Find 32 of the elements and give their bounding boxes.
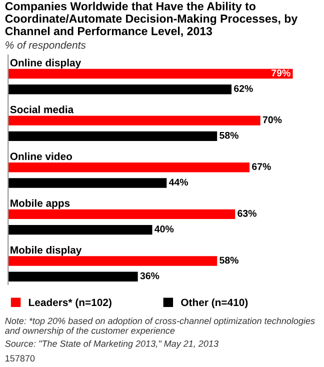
bar: [8, 84, 232, 94]
data-label: 63%: [238, 210, 256, 217]
data-label: 58%: [220, 132, 238, 139]
bar: [8, 256, 218, 266]
data-label: 70%: [262, 116, 282, 124]
legend-label: Other (n=410): [181, 298, 248, 308]
bar: [8, 162, 250, 172]
bar: [8, 178, 167, 188]
y-tick-label: Mobile apps: [10, 199, 70, 209]
data-label: 58%: [220, 256, 238, 264]
y-tick-label: Social media: [10, 106, 74, 114]
text: 157870: [6, 355, 35, 362]
y-tick-label: Online display: [10, 58, 82, 68]
data-label: 44%: [168, 178, 188, 186]
legend-label: Leaders* (n=102): [28, 298, 112, 308]
data-label: 79%: [272, 70, 290, 76]
bar: [8, 272, 138, 282]
bar: [8, 209, 236, 220]
y-tick-label: Online video: [10, 152, 72, 160]
y-tick-label: Mobile display: [10, 246, 82, 256]
data-label: 67%: [252, 163, 271, 170]
bar: [8, 68, 293, 79]
data-label: 62%: [234, 85, 253, 92]
source-note: Source: "The State of Marketing 2013," May 21, 2013: [5, 340, 218, 349]
data-label: 40%: [154, 226, 174, 232]
chart-subtitle: % of respondents: [6, 41, 86, 51]
data-label: 36%: [140, 272, 160, 280]
bar: [8, 131, 218, 142]
text: Note: *top 20% based on adoption of cross-channel optimization technologies and ownership of the customer experience: [5, 317, 315, 336]
bar: [8, 116, 260, 126]
bar: [8, 224, 152, 235]
chart-title: Companies Worldwide that Have the Ability to Coordinate/Automate Decision-Making Processes, by Channel and Performance Level, 2013: [5, 2, 298, 37]
